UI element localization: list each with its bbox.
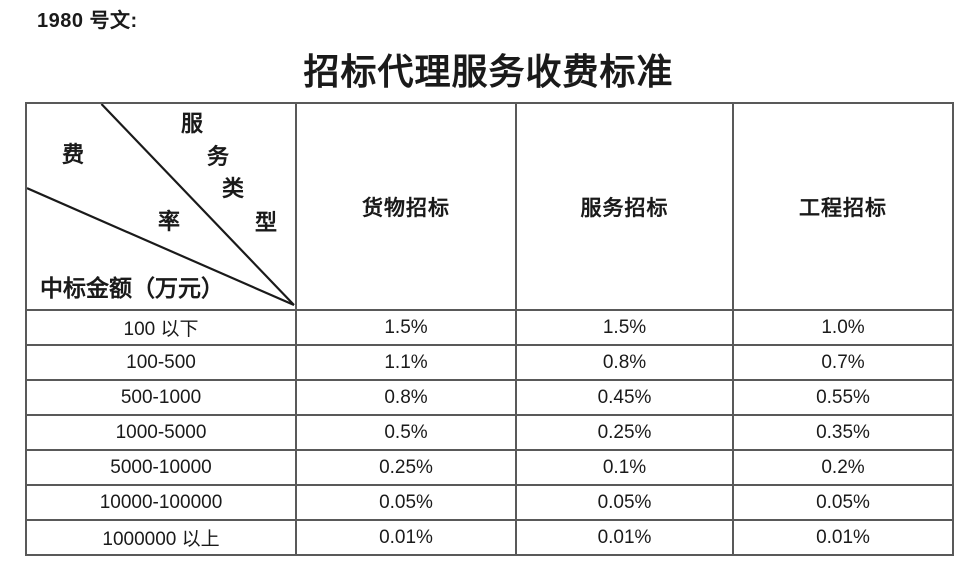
corner-label-service-type-char: 类 (222, 176, 245, 201)
rate-cell: 0.7% (732, 344, 954, 381)
table-row: 5000-10000 0.25% 0.1% 0.2% (25, 449, 954, 486)
amount-range-cell: 1000000 以上 (25, 519, 297, 556)
amount-range-cell: 5000-10000 (25, 449, 297, 486)
rate-cell: 0.2% (732, 449, 954, 486)
diagonal-line-lower (28, 187, 294, 307)
table-row: 100-500 1.1% 0.8% 0.7% (25, 344, 954, 381)
rate-cell: 0.01% (515, 519, 734, 556)
diagonal-line-upper (100, 105, 294, 306)
rate-cell: 0.05% (515, 484, 734, 521)
table-row: 500-1000 0.8% 0.45% 0.55% (25, 379, 954, 416)
fee-standard-table: 服 务 类 型 费 率 中标金额（万元） 货物招标 服务招标 工程招标 100 … (25, 102, 954, 556)
rate-cell: 0.1% (515, 449, 734, 486)
rate-cell: 0.01% (732, 519, 954, 556)
table-row: 100 以下 1.5% 1.5% 1.0% (25, 309, 954, 346)
amount-range-cell: 100 以下 (25, 309, 297, 346)
column-header-engineering-bidding: 工程招标 (732, 102, 954, 311)
column-header-goods-bidding: 货物招标 (295, 102, 517, 311)
corner-label-bid-amount: 中标金额（万元） (40, 276, 224, 301)
rate-cell: 0.25% (295, 449, 517, 486)
amount-range-cell: 100-500 (25, 344, 297, 381)
column-header-service-bidding: 服务招标 (515, 102, 734, 311)
diagonal-divider-lines (28, 105, 294, 307)
rate-cell: 1.1% (295, 344, 517, 381)
rate-cell: 0.55% (732, 379, 954, 416)
doc-number-label: 1980 号文: (37, 10, 138, 32)
rate-cell: 0.05% (732, 484, 954, 521)
table-row: 10000-100000 0.05% 0.05% 0.05% (25, 484, 954, 521)
corner-label-fee-rate-char: 费 (62, 142, 85, 167)
rate-cell: 0.01% (295, 519, 517, 556)
corner-label-service-type-char: 服 (181, 111, 204, 136)
table-row: 1000000 以上 0.01% 0.01% 0.01% (25, 519, 954, 556)
corner-label-service-type-char: 型 (255, 210, 278, 235)
amount-range-cell: 10000-100000 (25, 484, 297, 521)
amount-range-cell: 500-1000 (25, 379, 297, 416)
rate-cell: 0.35% (732, 414, 954, 451)
rate-cell: 0.5% (295, 414, 517, 451)
rate-cell: 0.8% (295, 379, 517, 416)
diagonal-corner-cell: 服 务 类 型 费 率 中标金额（万元） (25, 102, 297, 311)
rate-cell: 1.0% (732, 309, 954, 346)
rate-cell: 1.5% (295, 309, 517, 346)
corner-label-fee-rate-char: 率 (158, 209, 181, 234)
corner-label-service-type-char: 务 (207, 144, 230, 169)
rate-cell: 1.5% (515, 309, 734, 346)
table-row: 1000-5000 0.5% 0.25% 0.35% (25, 414, 954, 451)
amount-range-cell: 1000-5000 (25, 414, 297, 451)
page-title: 招标代理服务收费标准 (303, 52, 674, 92)
rate-cell: 0.05% (295, 484, 517, 521)
rate-cell: 0.25% (515, 414, 734, 451)
rate-cell: 0.45% (515, 379, 734, 416)
rate-cell: 0.8% (515, 344, 734, 381)
table-header-row: 服 务 类 型 费 率 中标金额（万元） 货物招标 服务招标 工程招标 (25, 102, 954, 311)
